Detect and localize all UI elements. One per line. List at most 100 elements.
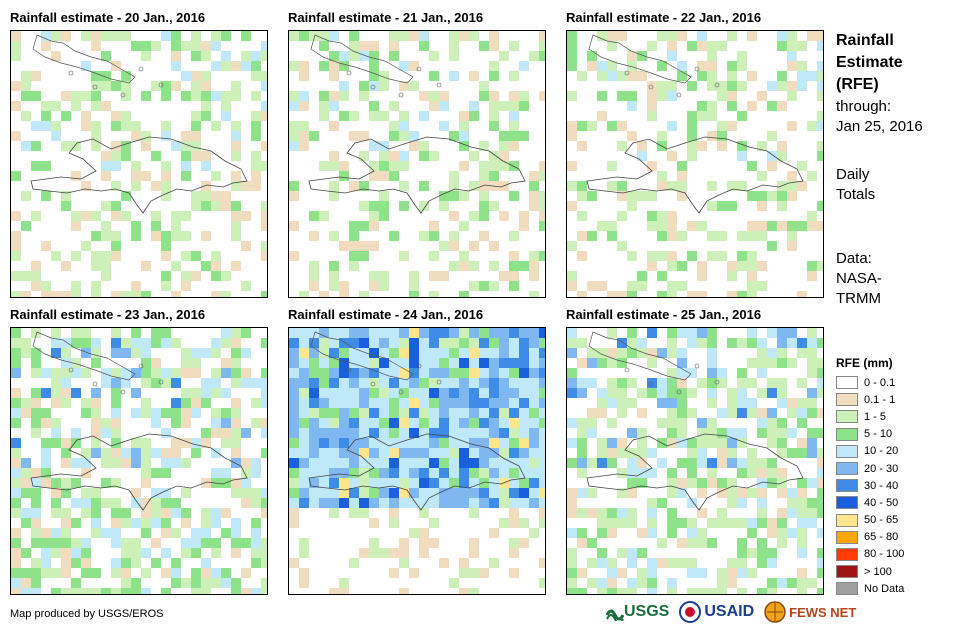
rainfall-cell bbox=[479, 281, 489, 291]
rainfall-cell bbox=[697, 458, 707, 468]
rainfall-cell bbox=[369, 101, 379, 111]
rainfall-cell bbox=[41, 438, 51, 448]
rainfall-cell bbox=[121, 558, 131, 568]
rainfall-cell bbox=[191, 71, 201, 81]
rainfall-cell bbox=[587, 61, 597, 71]
rainfall-cell bbox=[687, 538, 697, 548]
rainfall-cell bbox=[251, 378, 261, 388]
rainfall-cell bbox=[81, 111, 91, 121]
rainfall-cell bbox=[51, 368, 61, 378]
rainfall-cell bbox=[667, 378, 677, 388]
rainfall-cell bbox=[667, 408, 677, 418]
rainfall-cell bbox=[529, 528, 539, 538]
rainfall-cell bbox=[261, 111, 267, 121]
rainfall-cell bbox=[299, 538, 309, 548]
rainfall-cell bbox=[509, 468, 519, 478]
rainfall-cell bbox=[419, 528, 429, 538]
rainfall-cell bbox=[131, 488, 141, 498]
rainfall-cell bbox=[379, 191, 389, 201]
rainfall-cell bbox=[529, 388, 539, 398]
rainfall-cell bbox=[577, 528, 587, 538]
rainfall-cell bbox=[449, 368, 459, 378]
rainfall-cell bbox=[201, 538, 211, 548]
rainfall-cell bbox=[241, 588, 251, 594]
rainfall-cell bbox=[707, 328, 717, 338]
rainfall-cell bbox=[111, 378, 121, 388]
rainfall-cell bbox=[817, 488, 823, 498]
rainfall-cell bbox=[181, 458, 191, 468]
rainfall-cell bbox=[289, 328, 299, 338]
rainfall-cell bbox=[201, 558, 211, 568]
rainfall-cell bbox=[181, 151, 191, 161]
rainfall-cell bbox=[309, 408, 319, 418]
rainfall-cell bbox=[737, 558, 747, 568]
rainfall-cell bbox=[201, 388, 211, 398]
rainfall-cell bbox=[637, 428, 647, 438]
rainfall-cell bbox=[231, 141, 241, 151]
rainfall-cell bbox=[519, 348, 529, 358]
rainfall-cell bbox=[51, 251, 61, 261]
rainfall-cell bbox=[807, 31, 817, 41]
rainfall-cell bbox=[329, 508, 339, 518]
rainfall-cell bbox=[509, 101, 519, 111]
rainfall-cell bbox=[211, 578, 221, 588]
rainfall-cell bbox=[429, 271, 439, 281]
rainfall-cell bbox=[171, 261, 181, 271]
rainfall-cell bbox=[577, 418, 587, 428]
rainfall-cell bbox=[807, 171, 817, 181]
rainfall-cell bbox=[31, 558, 41, 568]
rainfall-cell bbox=[379, 428, 389, 438]
rainfall-cell bbox=[817, 548, 823, 558]
rainfall-cell bbox=[231, 378, 241, 388]
rainfall-cell bbox=[11, 51, 21, 61]
rainfall-cell bbox=[349, 358, 359, 368]
rainfall-cell bbox=[449, 438, 459, 448]
rainfall-cell bbox=[121, 578, 131, 588]
rainfall-cell bbox=[61, 201, 71, 211]
rainfall-cell bbox=[131, 131, 141, 141]
rainfall-cell bbox=[777, 398, 787, 408]
rainfall-cell bbox=[71, 141, 81, 151]
rainfall-cell bbox=[309, 398, 319, 408]
rainfall-cell bbox=[627, 61, 637, 71]
rainfall-cell bbox=[807, 408, 817, 418]
rainfall-cell bbox=[567, 458, 577, 468]
rainfall-cell bbox=[161, 131, 171, 141]
rainfall-cell bbox=[757, 458, 767, 468]
rainfall-cell bbox=[469, 508, 479, 518]
rainfall-cell bbox=[787, 358, 797, 368]
rainfall-cell bbox=[767, 221, 777, 231]
rainfall-cell bbox=[707, 181, 717, 191]
rainfall-cell bbox=[627, 51, 637, 61]
rainfall-cell bbox=[91, 141, 101, 151]
rainfall-cell bbox=[131, 121, 141, 131]
rainfall-cell bbox=[191, 41, 201, 51]
rainfall-cell bbox=[777, 338, 787, 348]
rainfall-cell bbox=[339, 338, 349, 348]
rainfall-cell bbox=[469, 261, 479, 271]
rainfall-cell bbox=[627, 428, 637, 438]
rainfall-cell bbox=[131, 291, 141, 297]
rainfall-cell bbox=[329, 378, 339, 388]
rainfall-cell bbox=[181, 281, 191, 291]
rainfall-cell bbox=[817, 261, 823, 271]
rainfall-cell bbox=[299, 478, 309, 488]
rainfall-cell bbox=[539, 468, 545, 478]
rainfall-cell bbox=[469, 71, 479, 81]
rainfall-cell bbox=[11, 498, 21, 508]
rainfall-cell bbox=[111, 568, 121, 578]
rainfall-cell bbox=[369, 368, 379, 378]
legend-item: No Data bbox=[836, 580, 904, 597]
rainfall-cell bbox=[439, 388, 449, 398]
rainfall-cell bbox=[349, 328, 359, 338]
rainfall-cell bbox=[161, 231, 171, 241]
rainfall-cell bbox=[509, 548, 519, 558]
rainfall-cell bbox=[379, 281, 389, 291]
rainfall-cell bbox=[489, 121, 499, 131]
rainfall-cell bbox=[677, 538, 687, 548]
rainfall-cell bbox=[21, 71, 31, 81]
rainfall-cell bbox=[359, 328, 369, 338]
rainfall-cell bbox=[439, 338, 449, 348]
rainfall-cell bbox=[617, 398, 627, 408]
rainfall-cell bbox=[319, 211, 329, 221]
